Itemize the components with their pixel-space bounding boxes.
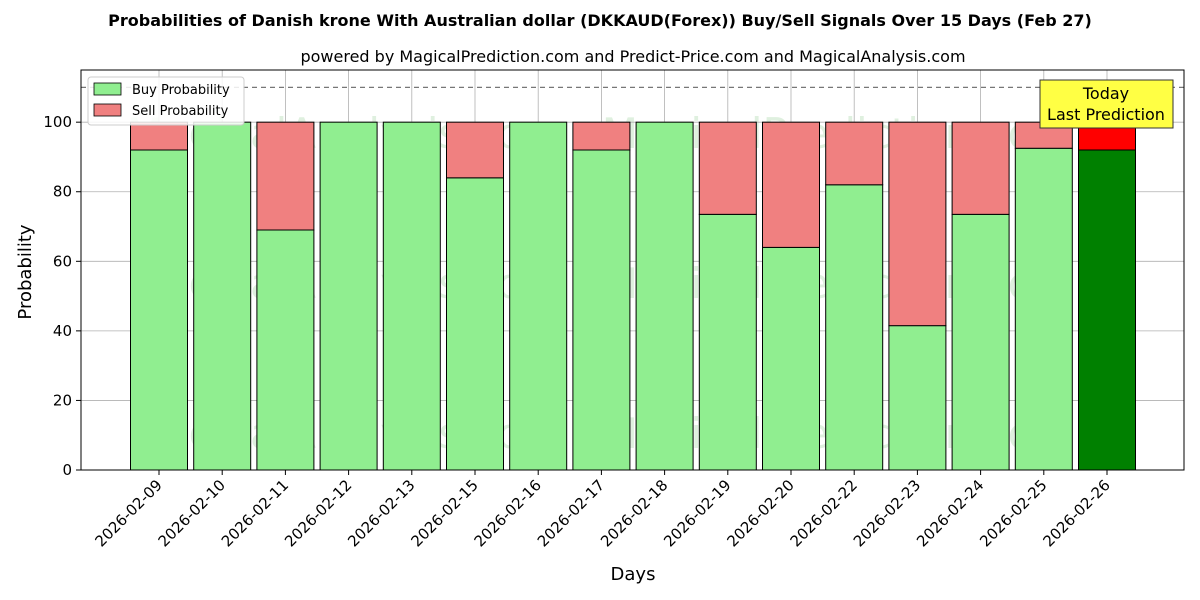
- bar-sell-2026-02-23: [888, 121, 947, 327]
- bar-buy-2026-02-24: [951, 213, 1010, 471]
- bar-sell-2026-02-09: [130, 121, 188, 151]
- plot-frame: [80, 69, 1185, 471]
- x-tick-label: 2026-02-24: [913, 476, 987, 550]
- x-tick-label: 2026-02-10: [155, 476, 229, 550]
- bar-buy-2026-02-09: [130, 149, 188, 471]
- x-tick-label: 2026-02-09: [91, 476, 165, 550]
- x-tick-label: 2026-02-17: [534, 476, 608, 550]
- chart-title: Probabilities of Danish krone With Austr…: [108, 11, 1092, 30]
- x-axis-label: Days: [611, 564, 656, 585]
- bar-buy-2026-02-12: [319, 121, 378, 471]
- x-tick-label: 2026-02-23: [850, 476, 924, 550]
- bar-buy-2026-02-17: [572, 149, 631, 471]
- y-tick-label: 40: [53, 322, 72, 340]
- today-annotation: Today Last Prediction: [1039, 79, 1174, 129]
- x-tick-label: 2026-02-16: [471, 476, 545, 550]
- bar-sell-2026-02-22: [825, 121, 884, 186]
- bar-buy-2026-02-23: [888, 325, 947, 471]
- x-tick-label: 2026-02-19: [660, 476, 734, 550]
- y-tick-label: 0: [62, 461, 72, 479]
- bar-sell-2026-02-15: [446, 121, 504, 179]
- y-tick-label: 20: [53, 391, 72, 409]
- legend-swatch-buy: [93, 82, 122, 96]
- bar-buy-2026-02-20: [762, 246, 820, 471]
- bar-buy-2026-02-18: [635, 121, 694, 471]
- bar-sell-2026-02-17: [572, 121, 631, 151]
- bar-buy-2026-02-16: [509, 121, 568, 471]
- bar-sell-2026-02-19: [698, 121, 757, 215]
- x-tick-label: 2026-02-13: [344, 476, 418, 550]
- x-tick-label: 2026-02-26: [1039, 476, 1113, 550]
- chart-subtitle: powered by MagicalPrediction.com and Pre…: [300, 47, 965, 66]
- bar-buy-2026-02-11: [256, 229, 315, 471]
- x-tick-label: 2026-02-15: [407, 476, 481, 550]
- legend-label-buy: Buy Probability: [132, 83, 230, 98]
- legend-label-sell: Sell Probability: [132, 104, 229, 119]
- x-tick-label: 2026-02-25: [976, 476, 1050, 550]
- today-annotation-box: [1039, 79, 1174, 129]
- x-tick-label: 2026-02-11: [218, 476, 292, 550]
- y-tick-label: 100: [43, 113, 72, 131]
- y-tick-label: 80: [53, 183, 72, 201]
- bars-layer: [130, 121, 1136, 471]
- bar-buy-2026-02-26: [1078, 149, 1136, 471]
- legend-swatch-sell: [93, 103, 122, 117]
- bar-sell-2026-02-24: [951, 121, 1010, 215]
- bar-buy-2026-02-25: [1014, 147, 1073, 471]
- x-tick-label: 2026-02-22: [787, 476, 861, 550]
- bar-buy-2026-02-13: [382, 121, 441, 471]
- bar-buy-2026-02-15: [446, 177, 504, 471]
- bar-sell-2026-02-20: [762, 121, 820, 248]
- legend: Buy Probability Sell Probability: [87, 76, 245, 126]
- bar-buy-2026-02-10: [193, 121, 252, 471]
- x-tick-label: 2026-02-20: [723, 476, 797, 550]
- bar-buy-2026-02-22: [825, 184, 884, 471]
- x-tick-label: 2026-02-18: [597, 476, 671, 550]
- x-tick-label: 2026-02-12: [281, 476, 355, 550]
- legend-box: [87, 76, 245, 126]
- bar-sell-2026-02-11: [256, 121, 315, 231]
- today-annotation-line2: Last Prediction: [1047, 105, 1165, 124]
- y-axis-label: Probability: [15, 224, 36, 319]
- y-tick-label: 60: [53, 252, 72, 270]
- bar-buy-2026-02-19: [698, 213, 757, 471]
- today-annotation-line1: Today: [1082, 84, 1129, 103]
